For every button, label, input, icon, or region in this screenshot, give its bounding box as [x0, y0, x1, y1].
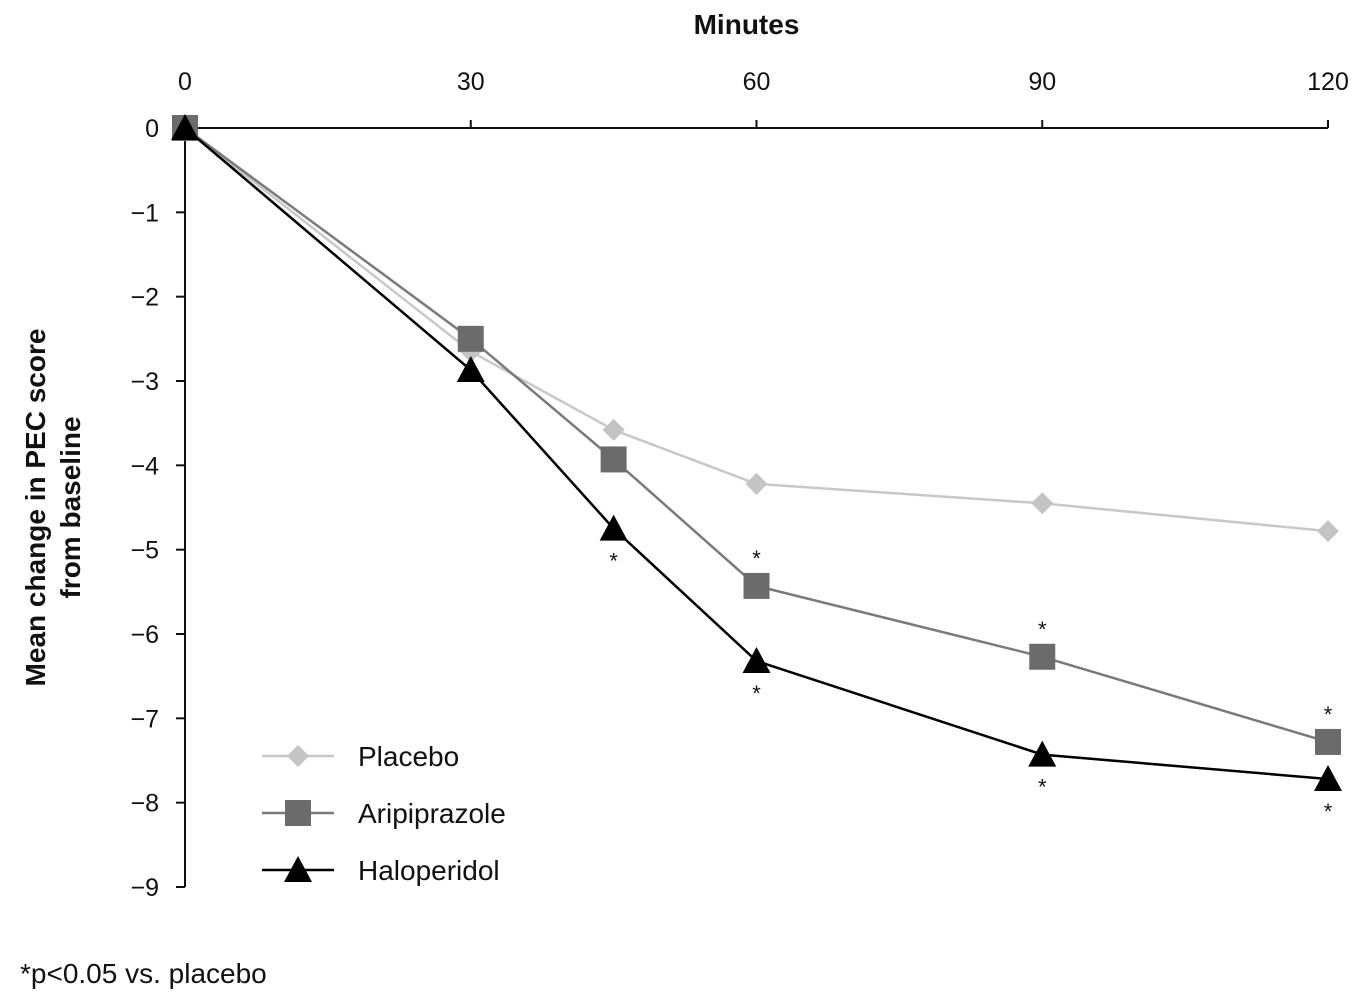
- y-tick-label: 0: [145, 115, 159, 143]
- significance-marker: *: [1038, 775, 1047, 800]
- y-tick-label: −5: [130, 537, 159, 565]
- aripiprazole-line: [184, 126, 1329, 744]
- significance-marker: *: [1038, 617, 1047, 642]
- placebo-point: [745, 472, 768, 495]
- y-tick-label: −7: [130, 705, 159, 733]
- y-axis-title-line2: from baseline: [55, 416, 86, 598]
- y-tick-label: −3: [130, 368, 159, 396]
- y-tick-label: −2: [130, 284, 159, 312]
- legend-label-aripiprazole: Aripiprazole: [358, 798, 506, 829]
- footnote: *p<0.05 vs. placebo: [20, 958, 267, 989]
- x-axis-title: Minutes: [694, 9, 800, 40]
- legend-label-placebo: Placebo: [358, 741, 459, 772]
- aripiprazole-point: [1029, 643, 1056, 670]
- haloperidol-point: [456, 356, 485, 383]
- y-tick-label: −1: [130, 199, 159, 227]
- y-tick-label: −9: [130, 874, 159, 902]
- significance-marker: *: [752, 546, 761, 571]
- legend-marker-aripiprazole: [285, 800, 311, 826]
- significance-marker: *: [609, 549, 618, 574]
- placebo-line: [184, 127, 1329, 533]
- y-axis-title-line1: Mean change in PEC score: [20, 329, 51, 687]
- aripiprazole-point: [1315, 728, 1341, 755]
- placebo-point: [602, 418, 625, 441]
- x-tick-label: 60: [743, 68, 771, 96]
- y-tick-label: −8: [130, 790, 159, 818]
- haloperidol-point: [171, 114, 199, 140]
- haloperidol-line: [184, 127, 1329, 781]
- legend-label-haloperidol: Haloperidol: [358, 855, 500, 886]
- x-tick-label: 30: [457, 68, 485, 96]
- haloperidol-point: [1314, 765, 1342, 792]
- placebo-point: [1317, 520, 1339, 543]
- legend-marker-haloperidol: [284, 856, 312, 882]
- significance-marker: *: [752, 681, 761, 706]
- legend-marker-placebo: [287, 745, 309, 767]
- y-tick-label: −4: [130, 452, 159, 480]
- line-chart: 0 30 60 90 120 0 −1 −2 −3 −4 −5 −6 −7 −8 −9 Minutes Mean…: [20, 9, 1349, 902]
- y-tick-label: −6: [130, 621, 159, 649]
- haloperidol-point: [1028, 740, 1057, 767]
- x-tick-label: 90: [1028, 68, 1056, 96]
- aripiprazole-point: [457, 325, 484, 352]
- aripiprazole-point: [743, 572, 770, 599]
- placebo-point: [1031, 492, 1054, 515]
- x-tick-label: 0: [178, 68, 192, 96]
- haloperidol-point: [742, 646, 771, 673]
- significance-marker: *: [1324, 799, 1333, 824]
- aripiprazole-point: [600, 446, 627, 473]
- x-tick-label: 120: [1307, 68, 1349, 96]
- haloperidol-point: [599, 514, 628, 541]
- significance-marker: *: [1324, 702, 1333, 727]
